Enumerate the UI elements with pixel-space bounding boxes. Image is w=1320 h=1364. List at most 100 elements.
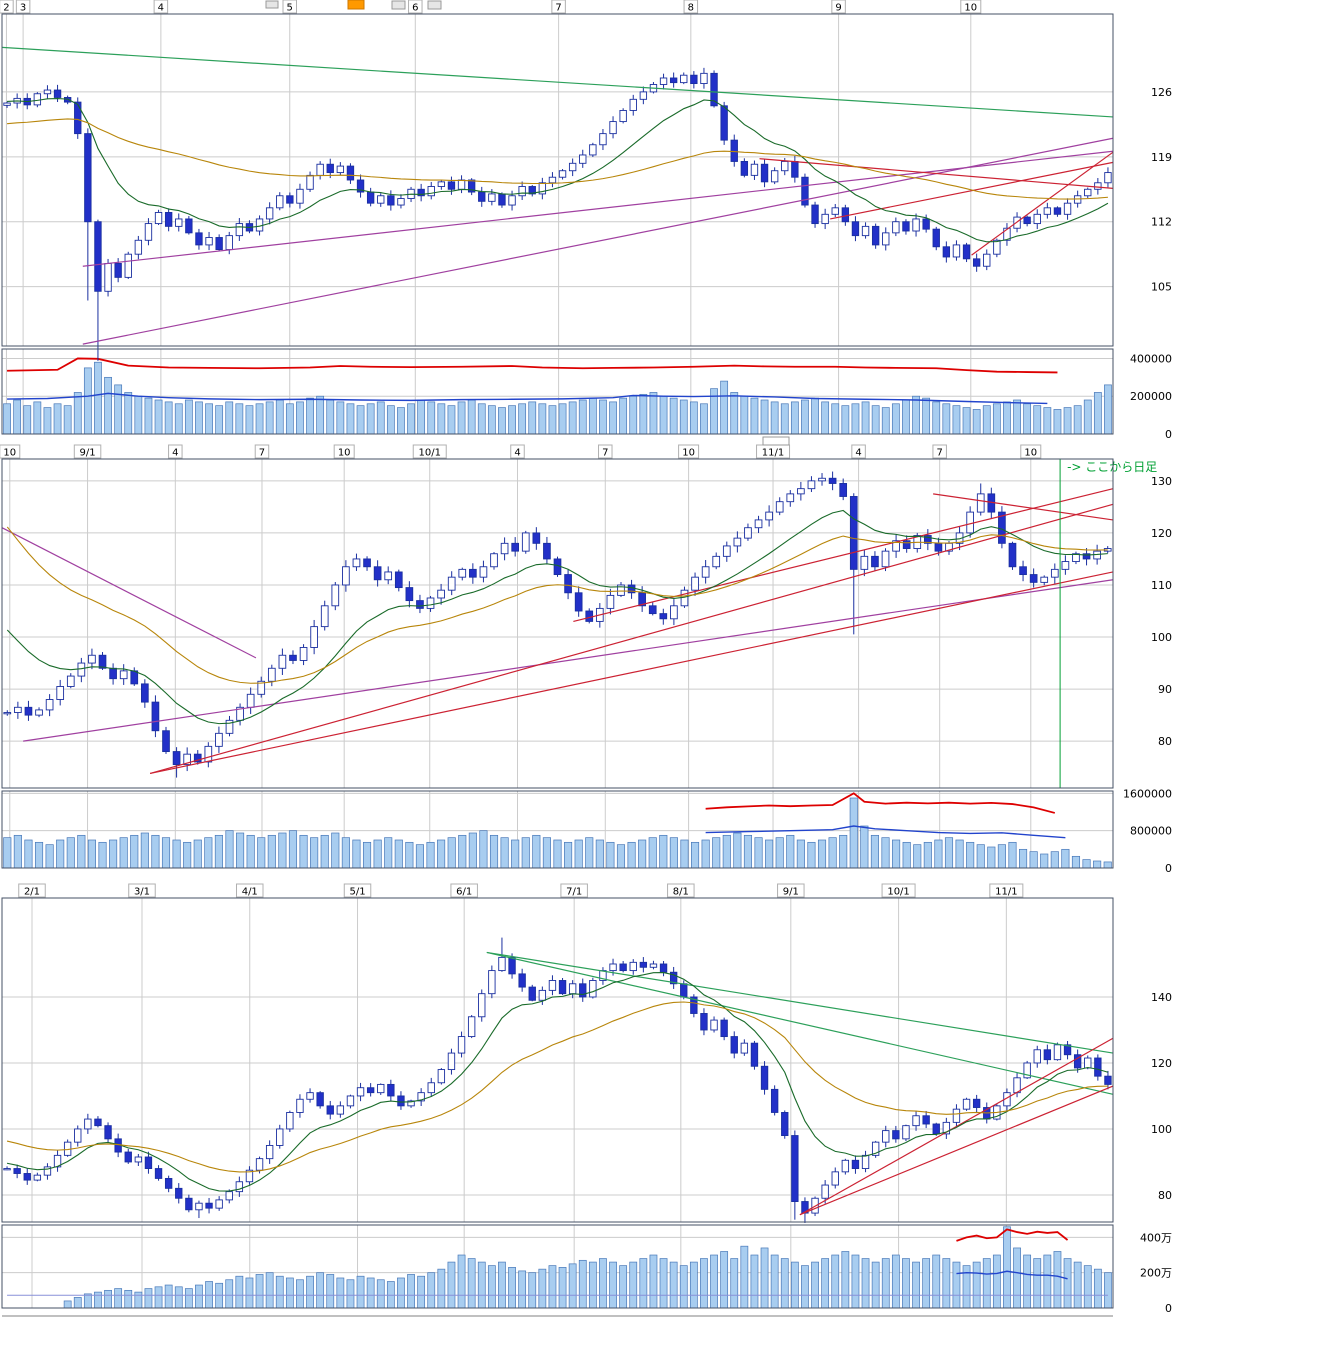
candle-down: [109, 667, 117, 680]
candle-up: [3, 712, 12, 715]
candle-up: [1094, 182, 1102, 190]
candle-down: [84, 133, 92, 223]
volume-bar: [299, 834, 308, 869]
candle-down: [543, 542, 551, 560]
volume-bar: [775, 837, 784, 869]
x-axis-label: 4: [855, 448, 861, 459]
volume-bar: [701, 839, 710, 869]
volume-bar: [1073, 1261, 1082, 1309]
volume-bar: [87, 839, 96, 869]
volume-bar: [164, 1284, 173, 1309]
volume-bar: [944, 837, 954, 869]
candle-up: [1033, 213, 1041, 225]
volume-bar: [214, 834, 223, 869]
candle-up: [983, 253, 991, 267]
window-fragment-icon[interactable]: [391, 0, 406, 10]
volume-bar: [1043, 407, 1052, 435]
volume-bar: [902, 399, 910, 435]
candle-up: [508, 195, 516, 206]
volume-bar: [405, 841, 414, 869]
volume-bar: [447, 405, 456, 435]
volume-bar: [1053, 1251, 1062, 1309]
x-axis-label: 3: [20, 3, 26, 14]
volume-bar: [743, 834, 753, 869]
window-fragment-icon[interactable]: [265, 0, 279, 9]
x-axis-label: 4: [514, 448, 520, 459]
candle-up: [457, 1036, 466, 1054]
price-axis-label: 112: [1151, 216, 1172, 229]
candle-up: [966, 511, 974, 534]
volume-bar: [1063, 1258, 1072, 1309]
candle-up: [548, 980, 557, 991]
candle-up: [205, 237, 213, 246]
candle-down: [130, 670, 139, 685]
volume-bar: [326, 399, 335, 435]
x-axis-label-box: [450, 883, 478, 898]
x-axis-label: 11/1: [995, 887, 1017, 898]
candle-up: [619, 109, 627, 123]
candle-down: [1043, 1049, 1052, 1061]
scrollbar-fragment[interactable]: [762, 436, 790, 446]
volume-bar: [34, 841, 44, 869]
x-axis-label-box: [73, 444, 102, 459]
volume-bar: [63, 1300, 72, 1309]
volume-bar: [275, 1275, 284, 1309]
volume-bar: [689, 1261, 698, 1309]
candle-up: [310, 626, 318, 648]
volume-bar: [1093, 860, 1102, 869]
volume-bar: [710, 1254, 718, 1309]
candle-down: [781, 1112, 789, 1137]
x-axis-label-box: [236, 883, 264, 898]
candle-down: [141, 683, 149, 703]
volume-bar: [1029, 851, 1038, 869]
trendline: [23, 579, 1114, 742]
candle-down: [740, 161, 749, 176]
candle-down: [1094, 1057, 1102, 1077]
volume-bar: [427, 401, 436, 435]
candle-down: [124, 1151, 132, 1163]
volume-bar: [870, 834, 879, 869]
candle-up: [417, 1092, 425, 1102]
moving-average-line: [6, 972, 1109, 1192]
candle-down: [892, 1130, 900, 1140]
volume-bar: [934, 839, 943, 869]
candle-up: [1003, 227, 1011, 241]
volume-bar: [588, 397, 597, 435]
volume-bar: [1082, 859, 1091, 869]
x-axis-label-box: [851, 444, 866, 459]
candle-up: [831, 1171, 839, 1186]
candle-up: [246, 693, 255, 708]
candle-down: [932, 228, 940, 248]
volume-bar: [828, 837, 837, 869]
window-fragment-icon[interactable]: [427, 0, 442, 10]
x-axis-label: 7: [555, 3, 561, 14]
moving-average-line: [6, 509, 1108, 725]
candle-up: [437, 181, 446, 187]
volume-overlay-line: [956, 1228, 1069, 1242]
moving-average-line: [7, 118, 1108, 200]
candle-down: [1008, 542, 1017, 568]
volume-bar: [285, 1277, 294, 1309]
volume-bar: [397, 407, 405, 435]
price-axis-label: 100: [1151, 631, 1172, 644]
candle-down: [558, 980, 567, 995]
candle-down: [13, 1168, 21, 1174]
x-axis-label: 5/1: [349, 887, 365, 898]
volume-bar: [235, 403, 244, 435]
volume-bar: [161, 837, 171, 869]
candle-down: [638, 592, 646, 607]
candle-up: [599, 133, 607, 146]
candle-up: [35, 709, 43, 716]
candle-down: [528, 186, 536, 195]
candle-up: [119, 670, 128, 680]
candle-up: [700, 72, 708, 85]
volume-bar: [851, 403, 860, 435]
candle-up: [397, 198, 405, 206]
trendline: [486, 951, 1114, 1054]
candle-down: [730, 1036, 738, 1054]
candle-down: [932, 1123, 940, 1135]
orange-button-fragment-icon[interactable]: [347, 0, 365, 10]
x-axis-label-box: [678, 444, 700, 459]
volume-bar: [255, 1274, 264, 1309]
